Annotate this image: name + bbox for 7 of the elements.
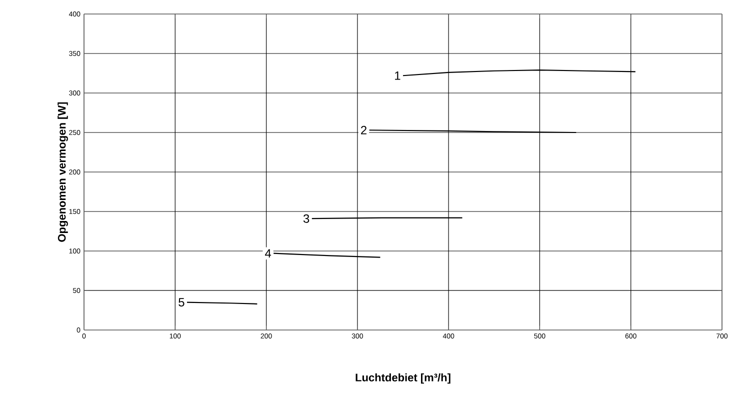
x-axis-title: Luchtdebiet [m³/h] — [356, 373, 450, 384]
series-label: 5 — [178, 298, 184, 307]
series-label: 1 — [395, 71, 400, 80]
series-label: 4 — [264, 249, 272, 258]
series-label: 2 — [361, 126, 366, 134]
series-label: 3 — [303, 214, 310, 223]
y-axis-title: Opgenomen vermogen [W] — [58, 102, 68, 242]
